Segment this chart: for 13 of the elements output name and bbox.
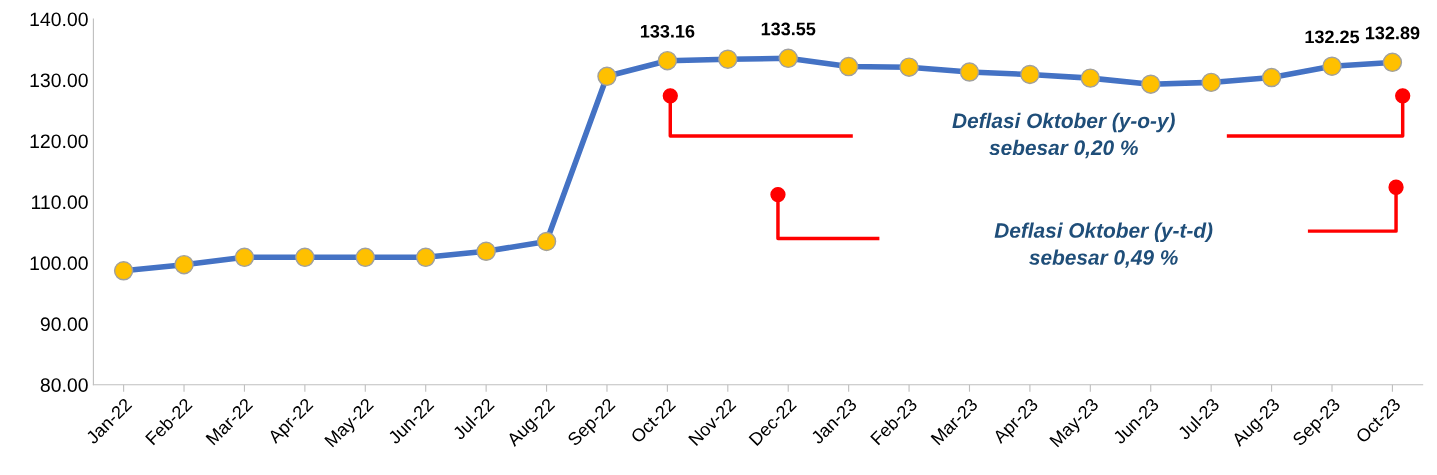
data-label: 133.16 bbox=[640, 24, 695, 38]
y-tick-label: 100.00 bbox=[30, 256, 88, 271]
y-tick-label: 130.00 bbox=[30, 73, 88, 88]
data-label: 132.25 bbox=[1305, 30, 1360, 44]
data-label: 133.55 bbox=[761, 22, 816, 36]
annotation: Deflasi Oktober (y-o-y) sebesar 0,20 % bbox=[952, 112, 1175, 159]
y-tick-label: 110.00 bbox=[31, 195, 88, 210]
y-tick-label: 140.00 bbox=[30, 12, 88, 27]
y-tick-label: 120.00 bbox=[30, 134, 88, 149]
y-tick-label: 80.00 bbox=[40, 378, 88, 392]
data-label: 132.89 bbox=[1365, 26, 1420, 40]
annotation: Deflasi Oktober (y-t-d) sebesar 0,49 % bbox=[994, 222, 1213, 268]
y-tick-label: 90.00 bbox=[40, 317, 88, 332]
